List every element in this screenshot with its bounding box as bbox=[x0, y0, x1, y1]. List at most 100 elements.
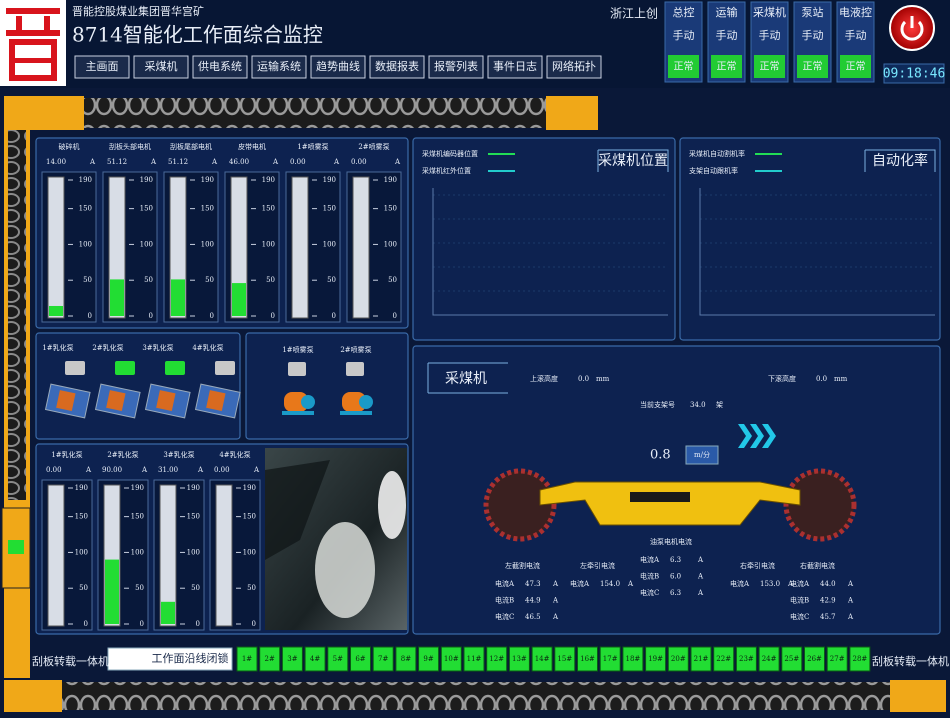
current-label: 电流B bbox=[495, 596, 514, 605]
support-box[interactable] bbox=[281, 646, 303, 672]
current-unit: A bbox=[552, 580, 559, 588]
gauge-tick-label: 50 bbox=[79, 584, 88, 592]
support-box[interactable] bbox=[826, 646, 848, 672]
gauge-unit: A bbox=[394, 158, 401, 166]
support-box[interactable] bbox=[508, 646, 530, 672]
status-name: 总控 bbox=[673, 5, 695, 19]
legend-label: 支架自动跟机率 bbox=[689, 166, 738, 175]
current-unit: A bbox=[847, 580, 854, 588]
support-box[interactable] bbox=[531, 646, 553, 672]
support-box[interactable] bbox=[622, 646, 644, 672]
pump-name: 1#乳化泵 bbox=[42, 343, 73, 352]
current-title: 油泵电机电流 bbox=[650, 537, 692, 546]
gauge-value: 46.00 bbox=[229, 158, 249, 166]
gauge-tick-label: 0 bbox=[210, 312, 214, 320]
nav-button[interactable] bbox=[74, 55, 130, 79]
current-label: 电流B bbox=[790, 596, 809, 605]
gauge-tick-label: 150 bbox=[262, 205, 275, 213]
nav-label: 网络拓扑 bbox=[552, 59, 596, 73]
support-box[interactable] bbox=[486, 646, 508, 672]
support-box[interactable] bbox=[849, 646, 871, 672]
nav-button[interactable] bbox=[251, 55, 307, 79]
nav-label: 采煤机 bbox=[145, 59, 178, 73]
gauge-tick-label: 50 bbox=[388, 276, 397, 284]
shearer-value: 0.0 bbox=[578, 375, 589, 383]
brand: 浙江上创 bbox=[610, 7, 658, 21]
status-indicator bbox=[668, 55, 699, 78]
panel bbox=[412, 137, 676, 341]
current-title: 左截割电流 bbox=[505, 561, 540, 570]
pump-status bbox=[165, 361, 185, 375]
gauge-name: 2#喷雾泵 bbox=[358, 142, 389, 151]
gauge-value: 51.12 bbox=[168, 158, 188, 166]
speed-unit: m/分 bbox=[694, 450, 710, 459]
support-box[interactable] bbox=[735, 646, 757, 672]
pump-status bbox=[215, 361, 235, 375]
support-label: 2# bbox=[265, 655, 275, 663]
gauge-value: 0.00 bbox=[214, 466, 230, 474]
support-box[interactable] bbox=[781, 646, 803, 672]
nav-button[interactable] bbox=[133, 55, 189, 79]
support-box[interactable] bbox=[577, 646, 598, 672]
support-box[interactable] bbox=[645, 646, 667, 672]
support-box[interactable] bbox=[372, 646, 394, 672]
current-unit: A bbox=[787, 580, 794, 588]
clock-box bbox=[883, 63, 945, 84]
rail-end bbox=[890, 680, 946, 712]
gauge-tick-label: 50 bbox=[327, 276, 336, 284]
nav-button[interactable] bbox=[546, 55, 602, 79]
support-box[interactable] bbox=[259, 646, 281, 672]
support-box[interactable] bbox=[304, 646, 326, 672]
status-mode: 手动 bbox=[845, 28, 867, 42]
support-box[interactable] bbox=[690, 646, 712, 672]
current-value: 6.3 bbox=[670, 556, 681, 564]
gauge-value: 31.00 bbox=[158, 466, 178, 474]
gauge-tick-label: 50 bbox=[247, 584, 256, 592]
support-box[interactable] bbox=[327, 646, 349, 672]
current-label: 电流B bbox=[640, 572, 659, 581]
support-box[interactable] bbox=[418, 646, 440, 672]
gauge-tick-label: 100 bbox=[201, 240, 214, 248]
side-indicator bbox=[8, 540, 24, 554]
support-box[interactable] bbox=[599, 646, 621, 672]
nav-button[interactable] bbox=[487, 55, 543, 79]
support-box[interactable] bbox=[440, 646, 462, 672]
status-indicator bbox=[840, 55, 871, 78]
gauge-bar bbox=[110, 279, 124, 316]
chart-title-box bbox=[597, 149, 669, 172]
lock-button-label: 工作面沿线闭锁 bbox=[152, 651, 229, 665]
gauge-tick-label: 190 bbox=[323, 176, 336, 184]
gauge-tick-label: 100 bbox=[243, 548, 256, 556]
nav-button[interactable] bbox=[428, 55, 484, 79]
gauge-unit: A bbox=[333, 158, 340, 166]
support-box[interactable] bbox=[554, 646, 576, 672]
gauge-value: 0.00 bbox=[290, 158, 306, 166]
current-label: 电流A bbox=[495, 579, 515, 588]
pump-icon bbox=[340, 411, 372, 415]
nav-button[interactable] bbox=[310, 55, 366, 79]
support-box[interactable] bbox=[667, 646, 689, 672]
pump-icon bbox=[206, 390, 226, 412]
gauge-unit: A bbox=[253, 466, 260, 474]
status-name: 电液控 bbox=[839, 5, 872, 19]
support-box[interactable] bbox=[463, 646, 485, 672]
support-box[interactable] bbox=[236, 646, 258, 672]
current-title: 右牵引电流 bbox=[740, 561, 775, 570]
support-box[interactable] bbox=[350, 646, 371, 672]
current-unit: A bbox=[552, 597, 559, 605]
pump-name: 1#喷雾泵 bbox=[282, 345, 313, 354]
lock-button[interactable] bbox=[107, 647, 233, 671]
conveyor-bottom bbox=[62, 682, 890, 710]
current-label: 电流A bbox=[790, 579, 810, 588]
support-box[interactable] bbox=[395, 646, 417, 672]
nav-button[interactable] bbox=[192, 55, 248, 79]
plot-axes bbox=[432, 188, 668, 316]
support-box[interactable] bbox=[804, 646, 825, 672]
gauge-tick-label: 150 bbox=[243, 513, 256, 521]
support-box[interactable] bbox=[758, 646, 780, 672]
current-value: 46.5 bbox=[525, 613, 541, 621]
support-box[interactable] bbox=[713, 646, 735, 672]
nav-button[interactable] bbox=[369, 55, 425, 79]
power-button[interactable] bbox=[889, 5, 935, 51]
support-label: 19# bbox=[648, 655, 663, 663]
